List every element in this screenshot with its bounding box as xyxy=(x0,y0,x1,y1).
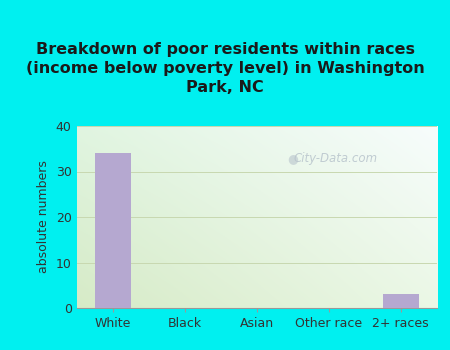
Text: Breakdown of poor residents within races
(income below poverty level) in Washing: Breakdown of poor residents within races… xyxy=(26,42,424,96)
Bar xyxy=(94,153,130,308)
Bar xyxy=(382,294,418,308)
Text: City-Data.com: City-Data.com xyxy=(294,152,378,165)
Y-axis label: absolute numbers: absolute numbers xyxy=(37,161,50,273)
Text: ●: ● xyxy=(287,152,298,165)
